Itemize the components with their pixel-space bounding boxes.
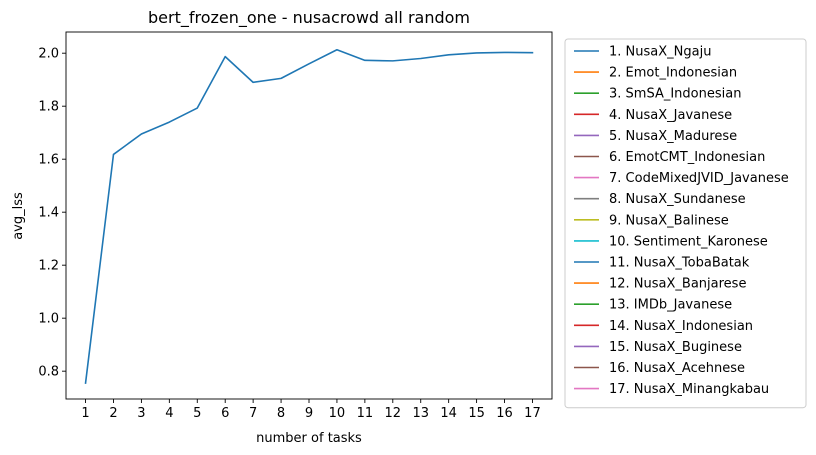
legend-label: 14. NusaX_Indonesian <box>609 319 753 334</box>
legend-label: 4. NusaX_Javanese <box>609 108 732 123</box>
y-tick-label: 0.8 <box>38 365 59 380</box>
y-axis-label: avg_lss <box>11 192 26 240</box>
y-tick-label: 1.2 <box>38 259 59 274</box>
y-tick-label: 2.0 <box>38 47 59 62</box>
x-tick-label: 6 <box>221 406 229 421</box>
x-tick-label: 9 <box>305 406 313 421</box>
x-tick-label: 3 <box>137 406 145 421</box>
legend-label: 10. Sentiment_Karonese <box>609 234 768 249</box>
x-tick-label: 1 <box>81 406 89 421</box>
x-tick-label: 8 <box>277 406 285 421</box>
x-tick-label: 16 <box>496 406 513 421</box>
legend-label: 15. NusaX_Buginese <box>609 340 742 355</box>
legend: 1. NusaX_Ngaju 2. Emot_Indonesian 3. SmSA_… <box>564 38 807 409</box>
legend-label: 6. EmotCMT_Indonesian <box>609 150 765 165</box>
legend-label: 16. NusaX_Acehnese <box>609 361 745 376</box>
legend-label: 5. NusaX_Madurese <box>609 129 737 144</box>
y-tick-label: 1.4 <box>38 206 59 221</box>
y-tick-label: 1.6 <box>38 153 59 168</box>
legend-label: 7. CodeMixedJVID_Javanese <box>609 171 789 186</box>
x-tick-label: 14 <box>440 406 457 421</box>
legend-label: 11. NusaX_TobaBatak <box>609 256 750 271</box>
y-tick-label: 1.8 <box>38 100 59 115</box>
plot-area: 1 2 3 4 5 6 7 8 9 10 11 12 13 14 15 16 170.81.01.21.41.6… <box>38 31 553 421</box>
x-tick-label: 17 <box>524 406 541 421</box>
x-tick-label: 5 <box>193 406 201 421</box>
series-line-1 <box>84 48 534 384</box>
x-tick-label: 10 <box>329 406 346 421</box>
x-tick-label: 7 <box>249 406 257 421</box>
legend-label: 9. NusaX_Balinese <box>609 213 729 228</box>
chart-title: bert_frozen_one - nusacrowd all random <box>148 8 470 28</box>
legend-label: 8. NusaX_Sundanese <box>609 192 746 207</box>
x-tick-label: 15 <box>468 406 485 421</box>
legend-box <box>564 38 807 409</box>
y-tick-label: 1.0 <box>38 312 59 327</box>
legend-label: 12. NusaX_Banjarese <box>609 277 746 292</box>
x-tick-label: 12 <box>385 406 402 421</box>
legend-label: 17. NusaX_Minangkabau <box>609 382 769 397</box>
x-tick-label: 11 <box>357 406 374 421</box>
x-tick-label: 13 <box>412 406 429 421</box>
x-tick-label: 2 <box>109 406 117 421</box>
legend-label: 2. Emot_Indonesian <box>609 66 737 81</box>
x-tick-label: 4 <box>165 406 173 421</box>
legend-label: 3. SmSA_Indonesian <box>609 87 741 102</box>
legend-label: 1. NusaX_Ngaju <box>609 45 711 60</box>
legend-label: 13. IMDb_Javanese <box>609 298 732 313</box>
x-axis-label: number of tasks <box>256 431 362 446</box>
